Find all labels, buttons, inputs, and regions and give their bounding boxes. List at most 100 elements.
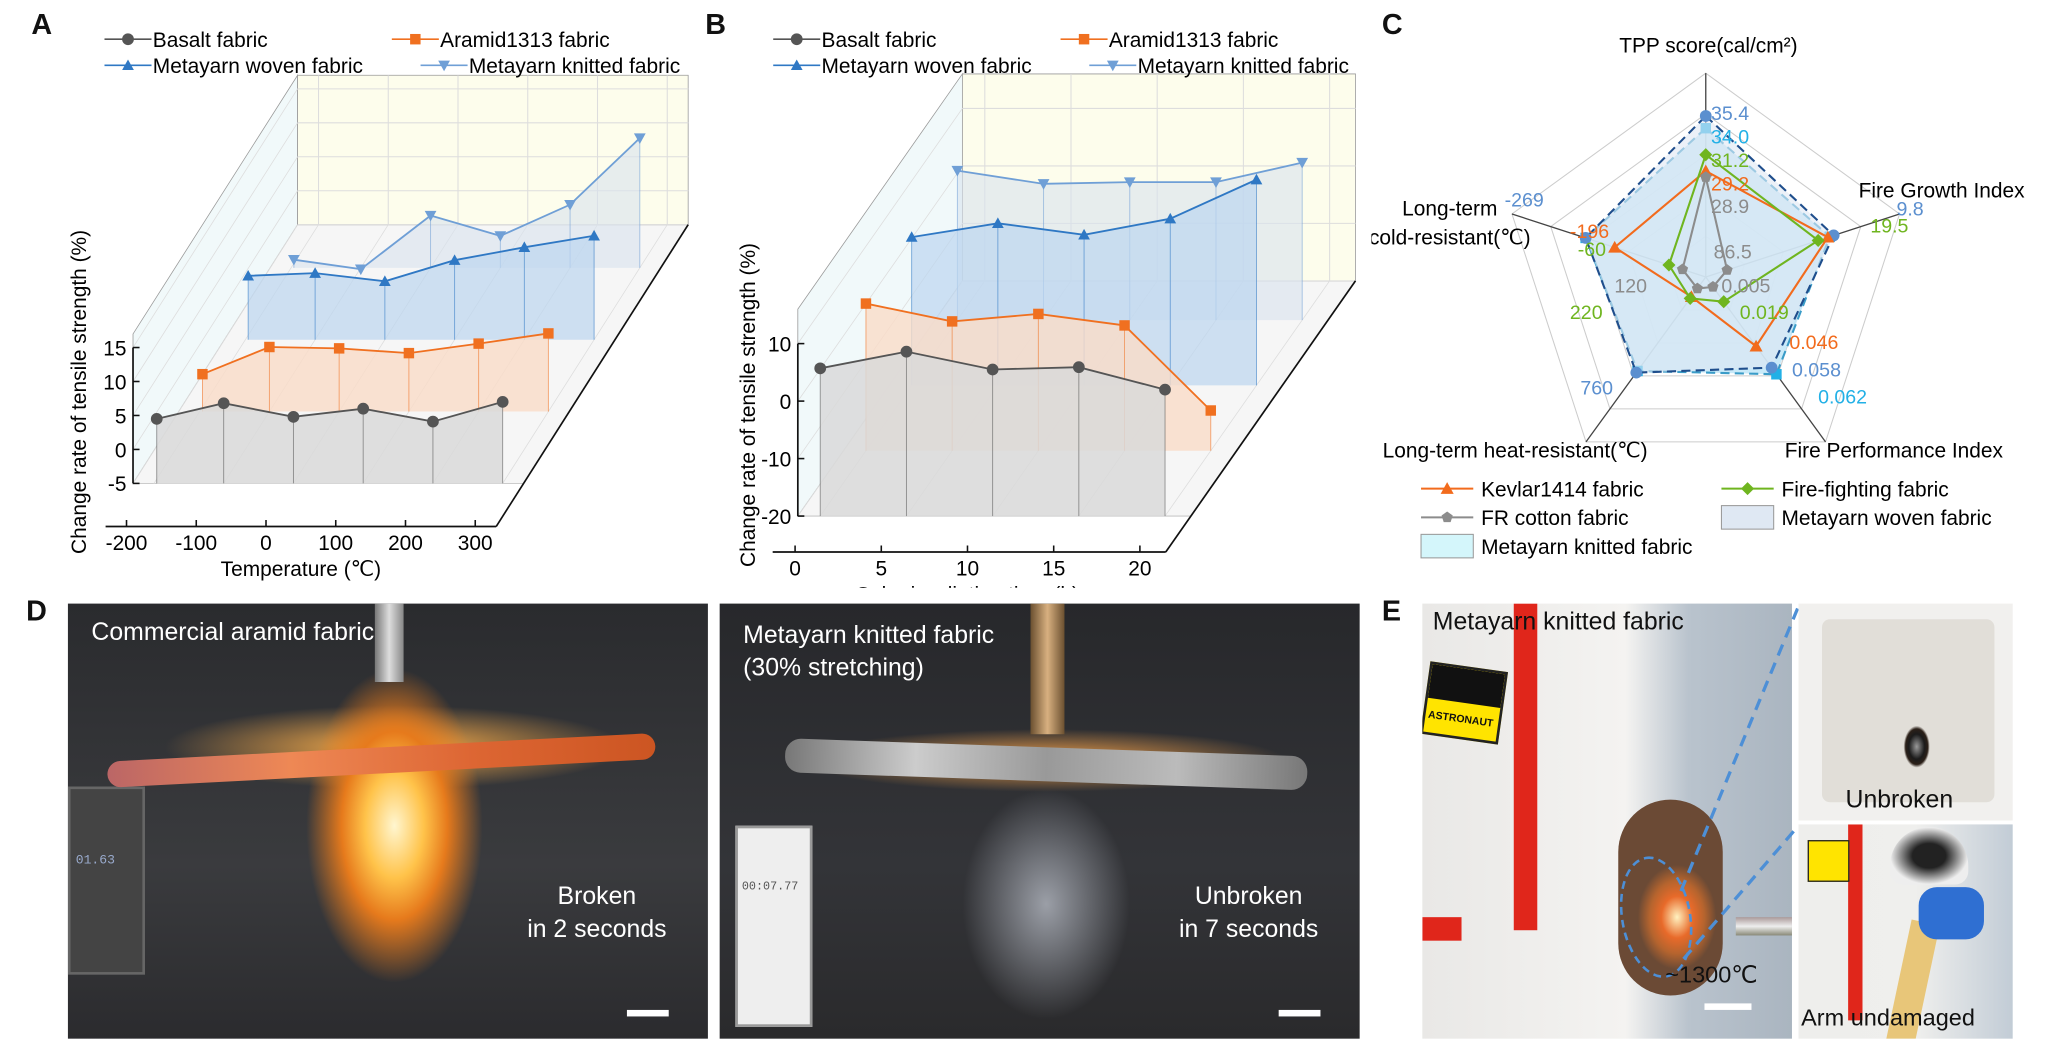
data-point: [1717, 295, 1731, 309]
series-area: [202, 333, 549, 412]
panel-letter-a: A: [31, 7, 53, 41]
x-tick-label: 0: [260, 532, 272, 555]
data-point: [1765, 361, 1778, 374]
radar-value-label: 120: [1614, 276, 1647, 298]
data-point: [1210, 177, 1222, 189]
data-point: [1691, 282, 1703, 294]
data-point: [588, 229, 600, 241]
y-tick-label: 0: [115, 439, 127, 462]
stretched-fabric: [784, 738, 1308, 791]
data-point: [378, 275, 391, 286]
legend-label: Basalt fabric: [822, 29, 937, 52]
data-point: [1250, 173, 1263, 185]
data-point: [448, 254, 461, 265]
data-point: [951, 165, 964, 177]
data-point: [1164, 212, 1177, 224]
radar-value-label: 0.005: [1721, 276, 1770, 298]
series-aramid1313-fabric: [197, 328, 554, 412]
data-point: [1579, 232, 1592, 244]
data-point: [242, 269, 255, 281]
x-tick-label: 20: [1128, 558, 1151, 581]
grid-line-side: [797, 165, 963, 402]
data-point: [1707, 280, 1719, 292]
blue-glove: [1918, 887, 1984, 940]
y-tick-label: 0: [780, 391, 792, 414]
red-belt: [1422, 917, 1462, 941]
radar-value-label: -196: [1570, 221, 1609, 243]
heat-gun-nozzle: [374, 603, 404, 682]
legend-swatch: [1720, 505, 1775, 530]
data-point: [900, 345, 913, 358]
data-point: [991, 217, 1004, 229]
timer-device: 01.63: [67, 786, 145, 975]
data-point: [1676, 263, 1689, 275]
y-tick-label: -10: [761, 448, 791, 471]
chart-b-tensile-vs-irradiation: -20 -10 0 10 0 5 10 15 20 Solar irradiation time …: [737, 29, 1357, 588]
x-tick-label: 200: [388, 532, 423, 555]
series-line: [202, 332, 549, 376]
series-basalt-fabric: [150, 396, 509, 484]
radar-value-label: 28.9: [1711, 196, 1749, 218]
x-tick-label: 0: [789, 558, 801, 581]
chart-a-tensile-vs-temperature: -5 0 5 10 15 -200 -100 0 100 200 300 Temperature (℃…: [68, 29, 689, 581]
radar-axis-label: Long-term: [1402, 198, 1497, 221]
radar-value-label: 220: [1570, 302, 1603, 324]
data-point: [1440, 482, 1454, 494]
photo-caption: Commercial aramid fabric: [91, 619, 375, 647]
x-tick-label: 300: [458, 532, 493, 555]
result-line-1: Unbroken: [1194, 883, 1303, 911]
heat-gun-nozzle: [1030, 603, 1065, 735]
legend-label: Aramid1313 fabric: [1109, 29, 1279, 52]
astronaut-patch: [1807, 840, 1850, 882]
legend-marker: [438, 60, 450, 72]
data-point: [427, 415, 439, 428]
torch-nozzle: [1735, 917, 1792, 936]
radar-area: [1584, 114, 1835, 374]
data-point: [1159, 383, 1171, 396]
data-point: [1700, 171, 1712, 182]
legend-label: Metayarn woven fabric: [822, 55, 1032, 78]
y-tick-label: -5: [108, 473, 127, 496]
radar-line: [1681, 176, 1729, 290]
data-point: [986, 363, 999, 376]
series-metayarn-woven-fabric: [242, 229, 600, 340]
data-point: [814, 362, 827, 375]
x-tick-label: -200: [106, 532, 148, 555]
x-tick-label: 10: [956, 558, 979, 581]
result-text: Unbroken in 7 seconds: [1157, 881, 1340, 946]
scale-bar: [1278, 1009, 1321, 1017]
data-point: [1037, 179, 1050, 190]
radar-value-label: -60: [1578, 239, 1606, 261]
legend-label: Metayarn woven fabric: [153, 55, 363, 78]
y-tick-label: 10: [768, 333, 791, 356]
legend: Basalt fabric Aramid1313 fabric Metayarn w…: [104, 29, 680, 78]
radar-value-label: 29.2: [1711, 174, 1749, 196]
series-metayarn-knitted-fabric: [287, 133, 646, 276]
data-point: [309, 267, 321, 278]
radar-value-label: 35.4: [1711, 103, 1749, 125]
callout-line-bottom: [1682, 824, 1800, 961]
y-tick-label: 5: [115, 405, 127, 428]
callout-line-top: [1679, 605, 1801, 892]
panel-letter-c: C: [1381, 7, 1403, 41]
legend-marker: [1106, 60, 1119, 72]
data-point: [264, 341, 275, 353]
data-point: [905, 231, 918, 242]
x-tick-label: -100: [175, 532, 217, 555]
timer-readout: 00:07.77: [741, 880, 799, 894]
x-tick-label: 5: [875, 558, 887, 581]
data-point: [403, 347, 415, 359]
photo-caption: Arm undamaged: [1801, 1004, 1975, 1031]
data-point: [357, 402, 370, 415]
radar-value-label: 0.058: [1792, 359, 1841, 381]
grid-line-side: [132, 190, 298, 450]
grid-line-side: [132, 122, 298, 382]
data-point: [1441, 511, 1453, 523]
photo-arm-undamaged: Arm undamaged: [1798, 824, 2013, 1039]
data-point: [1078, 228, 1090, 240]
radar-axis-label: cold-resistant(℃): [1371, 226, 1530, 249]
radar-axis-label: Long-term heat-resistant(℃): [1383, 439, 1648, 462]
burning-fabric: [106, 732, 656, 788]
x-axis-label: Solar irradiation time (h): [856, 584, 1079, 588]
